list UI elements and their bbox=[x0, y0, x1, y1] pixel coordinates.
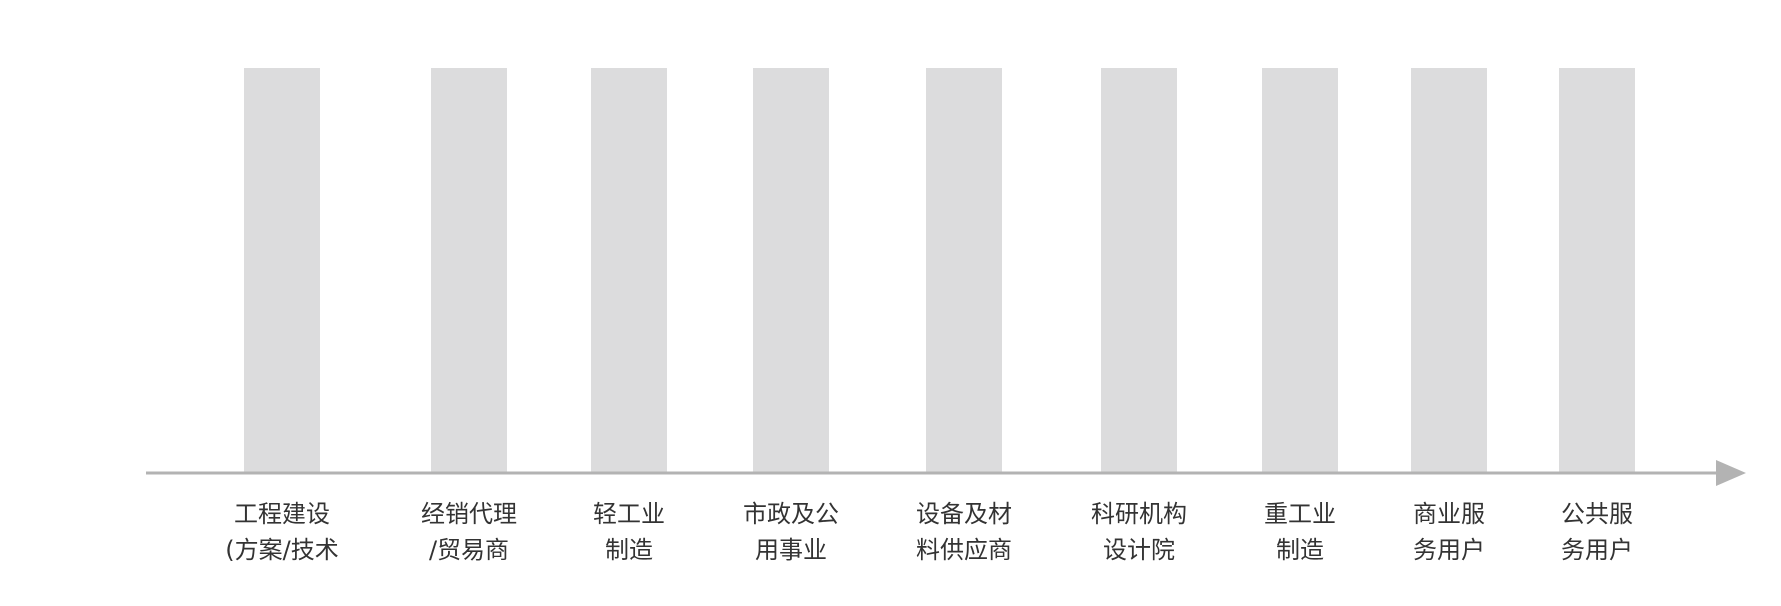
x-tick-label: 科研机构 bbox=[1091, 500, 1187, 528]
x-tick-label: 轻工业 bbox=[593, 500, 665, 528]
x-tick-label: (方案/技术 bbox=[225, 536, 338, 564]
bar-track bbox=[753, 68, 829, 473]
x-tick-label: 设计院 bbox=[1103, 536, 1175, 564]
bar-track bbox=[1411, 68, 1487, 473]
bar-track bbox=[1262, 68, 1338, 473]
bar-track bbox=[244, 68, 320, 473]
x-tick-label: 公共服 bbox=[1561, 500, 1633, 528]
x-tick-label: 料供应商 bbox=[916, 536, 1012, 564]
x-tick-label: 制造 bbox=[1276, 536, 1324, 564]
x-tick-label: 商业服 bbox=[1413, 500, 1485, 528]
bar-track bbox=[1101, 68, 1177, 473]
x-tick-label: 工程建设 bbox=[234, 500, 330, 528]
axis-arrow bbox=[1716, 460, 1746, 486]
x-tick-label: 务用户 bbox=[1561, 536, 1633, 564]
x-tick-label: 制造 bbox=[605, 536, 653, 564]
x-tick-label: 务用户 bbox=[1413, 536, 1485, 564]
x-tick-label: 市政及公 bbox=[743, 500, 839, 528]
x-tick-label: 经销代理 bbox=[421, 500, 517, 528]
bar-track bbox=[431, 68, 507, 473]
bar-track bbox=[591, 68, 667, 473]
x-tick-label: 设备及材 bbox=[916, 500, 1012, 528]
bar-track bbox=[926, 68, 1002, 473]
bar-track bbox=[1559, 68, 1635, 473]
x-tick-label: /贸易商 bbox=[429, 536, 509, 564]
x-tick-label: 用事业 bbox=[755, 536, 827, 564]
x-tick-label: 重工业 bbox=[1264, 500, 1336, 528]
